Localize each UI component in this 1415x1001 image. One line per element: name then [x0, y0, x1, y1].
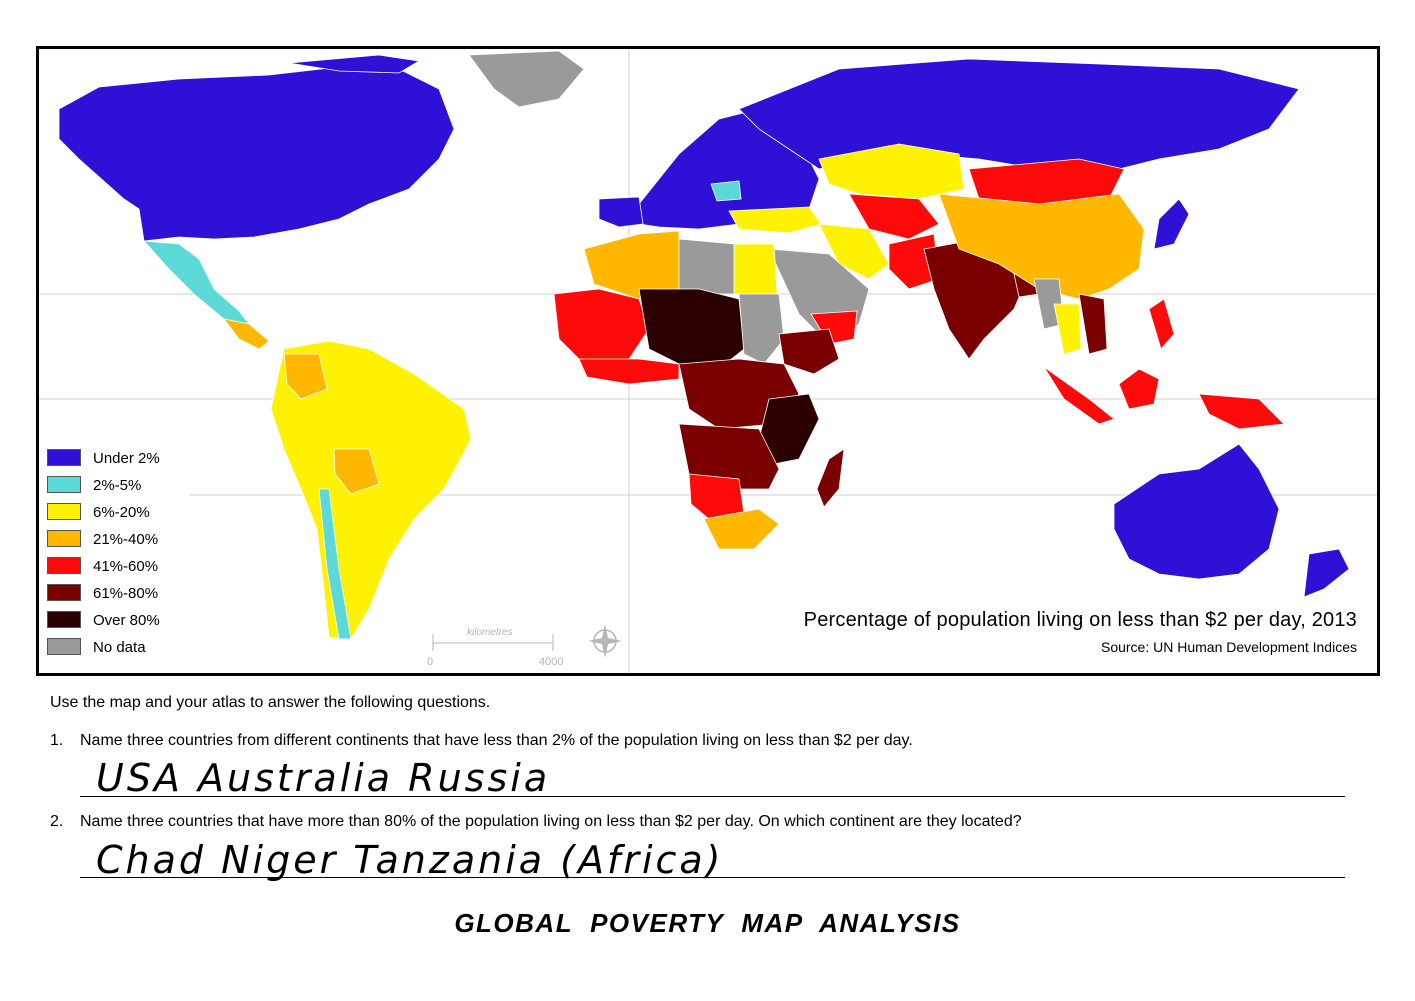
region-new-guinea [1198, 393, 1285, 430]
legend-swatch [47, 557, 81, 574]
region-central-asia [848, 193, 940, 240]
legend-label: Over 80% [93, 612, 160, 629]
legend-swatch [47, 503, 81, 520]
region-bolivia [333, 448, 380, 495]
legend-swatch [47, 584, 81, 601]
region-europe [598, 108, 820, 230]
region-chile [318, 488, 352, 640]
region-japan [1153, 198, 1190, 250]
region-iran [818, 223, 890, 280]
region-romania [710, 180, 742, 202]
answer-line-2 [80, 877, 1345, 878]
question-1: 1. Name three countries from different co… [50, 732, 913, 750]
region-gulf-guinea [578, 358, 680, 385]
legend-label: 21%-40% [93, 531, 159, 548]
region-ethiopia [778, 328, 840, 375]
map-title: Percentage of population living on less … [803, 609, 1357, 631]
region-china [938, 193, 1145, 300]
worksheet-instructions: Use the map and your atlas to answer the… [50, 694, 491, 711]
region-iberia [598, 196, 644, 228]
legend-label: Under 2% [93, 450, 160, 467]
region-philippines [1148, 298, 1175, 350]
region-indochina [1078, 293, 1108, 355]
region-north-america [58, 66, 455, 242]
scale-bar [432, 634, 554, 651]
region-mexico [143, 240, 250, 325]
region-greenland [468, 50, 585, 108]
legend-label: 2%-5% [93, 477, 142, 494]
answer-line-1 [80, 796, 1345, 797]
poverty-map: Under 2% 2%-5% 6%-20% 21%-40% 41%-60% 61%-80%… [36, 46, 1380, 676]
scale-zero-label: 0 [427, 656, 434, 668]
region-egypt [733, 243, 778, 295]
legend-swatch [47, 611, 81, 628]
region-new-zealand [1303, 548, 1350, 598]
region-australia [1113, 443, 1280, 580]
compass-rose-icon [588, 624, 622, 658]
question-text: Name three countries from different cont… [80, 732, 913, 749]
answer-1-handwritten: USA Australia Russia [96, 756, 551, 800]
map-source: Source: UN Human Development Indices [1100, 639, 1357, 655]
answer-2-handwritten: Chad Niger Tanzania (Africa) [96, 838, 724, 882]
question-2: 2. Name three countries that have more th… [50, 813, 1022, 831]
region-namibia-botswana [688, 473, 745, 520]
scale-max-label: 4000 [539, 656, 564, 668]
legend-label: No data [93, 639, 146, 656]
region-pakistan [888, 233, 940, 290]
region-indonesia-west [1043, 366, 1115, 425]
region-indonesia-east [1118, 368, 1160, 410]
region-russia [738, 58, 1300, 175]
region-sahel [638, 288, 745, 370]
region-sudan [738, 293, 785, 365]
legend-swatch [47, 476, 81, 493]
world-map [39, 49, 1377, 673]
legend-label: 61%-80% [93, 585, 159, 602]
scale-unit-label: kilometres [467, 627, 513, 638]
region-south-america [270, 340, 472, 640]
question-number: 2. [50, 813, 64, 830]
legend-swatch [47, 530, 81, 547]
region-thailand [1053, 303, 1082, 355]
question-number: 1. [50, 732, 64, 749]
worksheet-title: GLOBAL POVERTY MAP ANALYSIS [454, 908, 961, 938]
legend-label: 6%-20% [93, 504, 150, 521]
region-west-africa [553, 288, 650, 365]
legend-label: 41%-60% [93, 558, 159, 575]
legend-swatch [47, 449, 81, 466]
region-south-africa [703, 508, 780, 550]
region-turkey [728, 206, 822, 234]
question-text: Name three countries that have more than… [80, 813, 1022, 830]
region-madagascar [816, 448, 845, 508]
region-libya [678, 238, 735, 295]
region-arctic-islands [288, 54, 421, 74]
region-central-america [223, 318, 270, 350]
legend-swatch [47, 638, 81, 655]
region-colombia [283, 353, 328, 400]
